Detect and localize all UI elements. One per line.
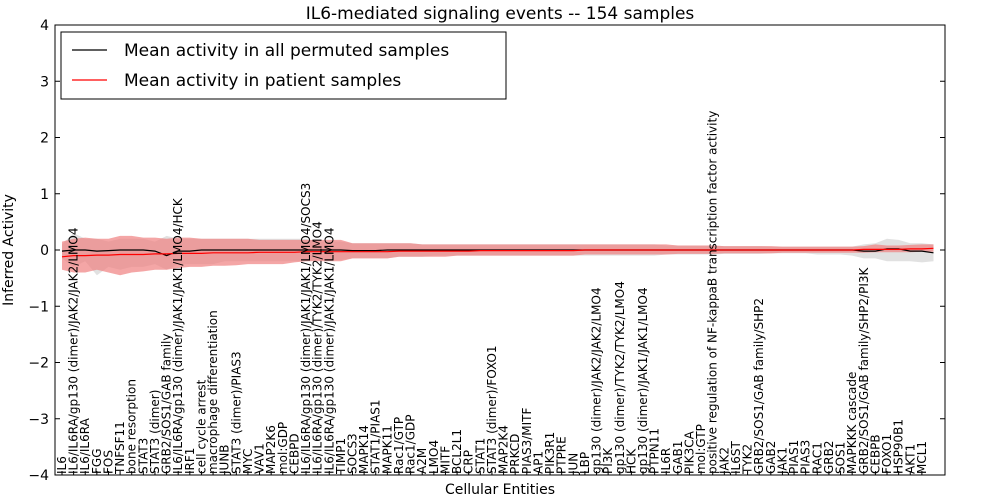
x-tick-label: BCL2L1 [450, 429, 464, 474]
x-tick-label: gp130 (dimer)/JAK1/JAK1/LMO4 [636, 287, 650, 474]
x-tick-label: PIAS3/MITF [520, 407, 534, 474]
y-tick-label: 0 [40, 243, 49, 259]
x-tick-label: gp130 (dimer)/JAK2/JAK2/LMO4 [590, 287, 604, 474]
x-tick-label: LMO4 [427, 440, 441, 474]
x-tick-label: STAT3 (dimer)/PIAS3 [229, 351, 243, 474]
x-tick-label: FOXO1 [880, 434, 894, 474]
x-tick-label: RAC1 [810, 442, 824, 474]
x-tick-label: GRB2/SOS1/GAB family/SHP2 [752, 298, 766, 474]
x-tick-label: IL6/IL6RA/gp130 (dimer)/JAK1/JAK1/LMO4/H… [171, 197, 185, 474]
x-tick-label: STAT1/PIAS1 [369, 399, 383, 474]
x-tick-label: MAPK11 [380, 425, 394, 474]
x-tick-label: cell cycle arrest [194, 379, 208, 474]
y-tick-label: 3 [40, 74, 49, 90]
x-tick-label: bone resorption [125, 379, 139, 474]
y-tick-label: −4 [28, 468, 49, 484]
x-tick-label: SOCS3 [346, 433, 360, 474]
x-tick-label: MYC [241, 449, 255, 474]
x-tick-label: FOS [101, 450, 115, 474]
x-tick-label: PTPRE [555, 436, 569, 474]
x-tick-label: PIK3R1 [543, 432, 557, 474]
confidence-bands [62, 233, 934, 276]
x-tick-label: mol:GTP [694, 424, 708, 474]
x-tick-label: gp130 (dimer)/TYK2/TYK2/LMO4 [613, 281, 627, 474]
x-tick-label: LBP [578, 452, 592, 474]
series-line-patient [61, 247, 934, 258]
x-axis-label: Cellular Entities [445, 482, 555, 498]
x-tick-label: VAV1 [253, 443, 267, 474]
x-tick-label: MAP2K6 [264, 425, 278, 474]
x-tick-label: STAT1 [473, 438, 487, 474]
legend-label-patient: Mean activity in patient samples [124, 71, 401, 91]
x-tick-label: STAT3 (dimer) [148, 390, 162, 474]
band-patient [62, 235, 934, 276]
x-tick-label: IRF1 [183, 448, 197, 474]
x-tick-label: FGG [90, 449, 104, 475]
x-tick-label: MITF [438, 446, 452, 474]
x-tick-label: IL6 [55, 456, 69, 474]
x-tick-label: IL6/IL6RA/gp130 (dimer)/TYK2/TYK2/LMO4 [311, 221, 325, 474]
x-tick-label: MCL1 [915, 441, 929, 474]
x-tick-label: GRB2 [822, 440, 836, 474]
y-tick-label: −2 [28, 356, 49, 372]
x-tick-label: STAT3 (dimer)/FOXO1 [485, 345, 499, 474]
x-tick-label: positive regulation of NF-kappaB transcr… [706, 111, 720, 474]
x-tick-label: TYK2 [741, 444, 755, 475]
y-axis: −4 −3 −2 −1 0 1 2 3 4 [28, 18, 945, 484]
x-tick-label: JUN [566, 453, 580, 475]
x-tick-label: AKT1 [903, 444, 917, 474]
x-tick-label: TNFSF11 [113, 421, 127, 475]
y-tick-label: 4 [40, 18, 49, 34]
x-tick-label: Rac1/GDP [404, 415, 418, 474]
y-tick-label: 1 [40, 187, 49, 203]
x-tick-label: IL6/IL6RA/gp130 (dimer)/JAK1/JAK1/LMO4/S… [299, 183, 313, 474]
x-tick-label: CRP [462, 450, 476, 474]
x-tick-label: IL6/IL6RA/gp130 (dimer)/JAK2/JAK2/LMO4 [67, 228, 81, 474]
x-tick-label: STAT3 [136, 438, 150, 474]
x-tick-label: IL6R [659, 448, 673, 474]
x-tick-label: AP1 [531, 451, 545, 474]
x-tick-label: JAK1 [775, 447, 789, 475]
x-tick-label: MAPKKK cascade [845, 372, 859, 474]
x-tick-label: HSP90B1 [892, 419, 906, 474]
x-tick-label: TIMP1 [334, 438, 348, 475]
x-tick-label: MAPK14 [357, 425, 371, 474]
x-tick-label: SOS1 [834, 442, 848, 474]
series-lines [61, 247, 934, 258]
x-tick-label: PIAS3 [799, 440, 813, 474]
x-tick-label: PTPN11 [648, 428, 662, 474]
x-tick-label: IL6/IL6RA [78, 417, 92, 474]
legend: Mean activity in all permuted samples Me… [60, 31, 507, 100]
x-tick-label: PI3K [601, 447, 615, 474]
x-tick-label: IL6/IL6RA/gp130 (dimer)/JAK1/JAK1/LMO4 [322, 228, 336, 474]
x-tick-label: MAP2K4 [497, 425, 511, 474]
x-tick-label: mol:GDP [276, 422, 290, 474]
x-tick-label: JAK2 [717, 447, 731, 475]
x-tick-label: GRB2/SOS1/GAB family [160, 334, 174, 475]
y-tick-label: −3 [28, 412, 49, 428]
legend-label-permuted: Mean activity in all permuted samples [124, 41, 449, 61]
x-tick-label: HCK [624, 448, 638, 474]
y-tick-label: −1 [28, 299, 49, 315]
x-tick-label: macrophage differentiation [206, 310, 220, 474]
x-tick-label: JUNB [218, 444, 232, 475]
x-tick-label: GAB2 [764, 441, 778, 474]
x-tick-label: Rac1/GTP [392, 417, 406, 474]
legend-box [60, 31, 507, 100]
x-tick-label: GRB2/SOS1/GAB family/SHP2/PI3K [857, 266, 871, 474]
y-axis-label: Inferred Activity [1, 194, 17, 306]
x-tick-label: IL6ST [729, 441, 743, 474]
y-tick-label: 2 [40, 131, 49, 147]
x-tick-label: PIK3CA [682, 430, 696, 474]
x-tick-label: GAB1 [671, 441, 685, 474]
x-tick-label: PRKCD [508, 434, 522, 474]
chart-title: IL6-mediated signaling events -- 154 sam… [306, 4, 695, 24]
x-tick-label: A2M [415, 448, 429, 474]
x-tick-label: CEBPD [287, 433, 301, 474]
x-tick-label: PIAS1 [787, 440, 801, 474]
x-tick-label: CEBPB [868, 434, 882, 474]
